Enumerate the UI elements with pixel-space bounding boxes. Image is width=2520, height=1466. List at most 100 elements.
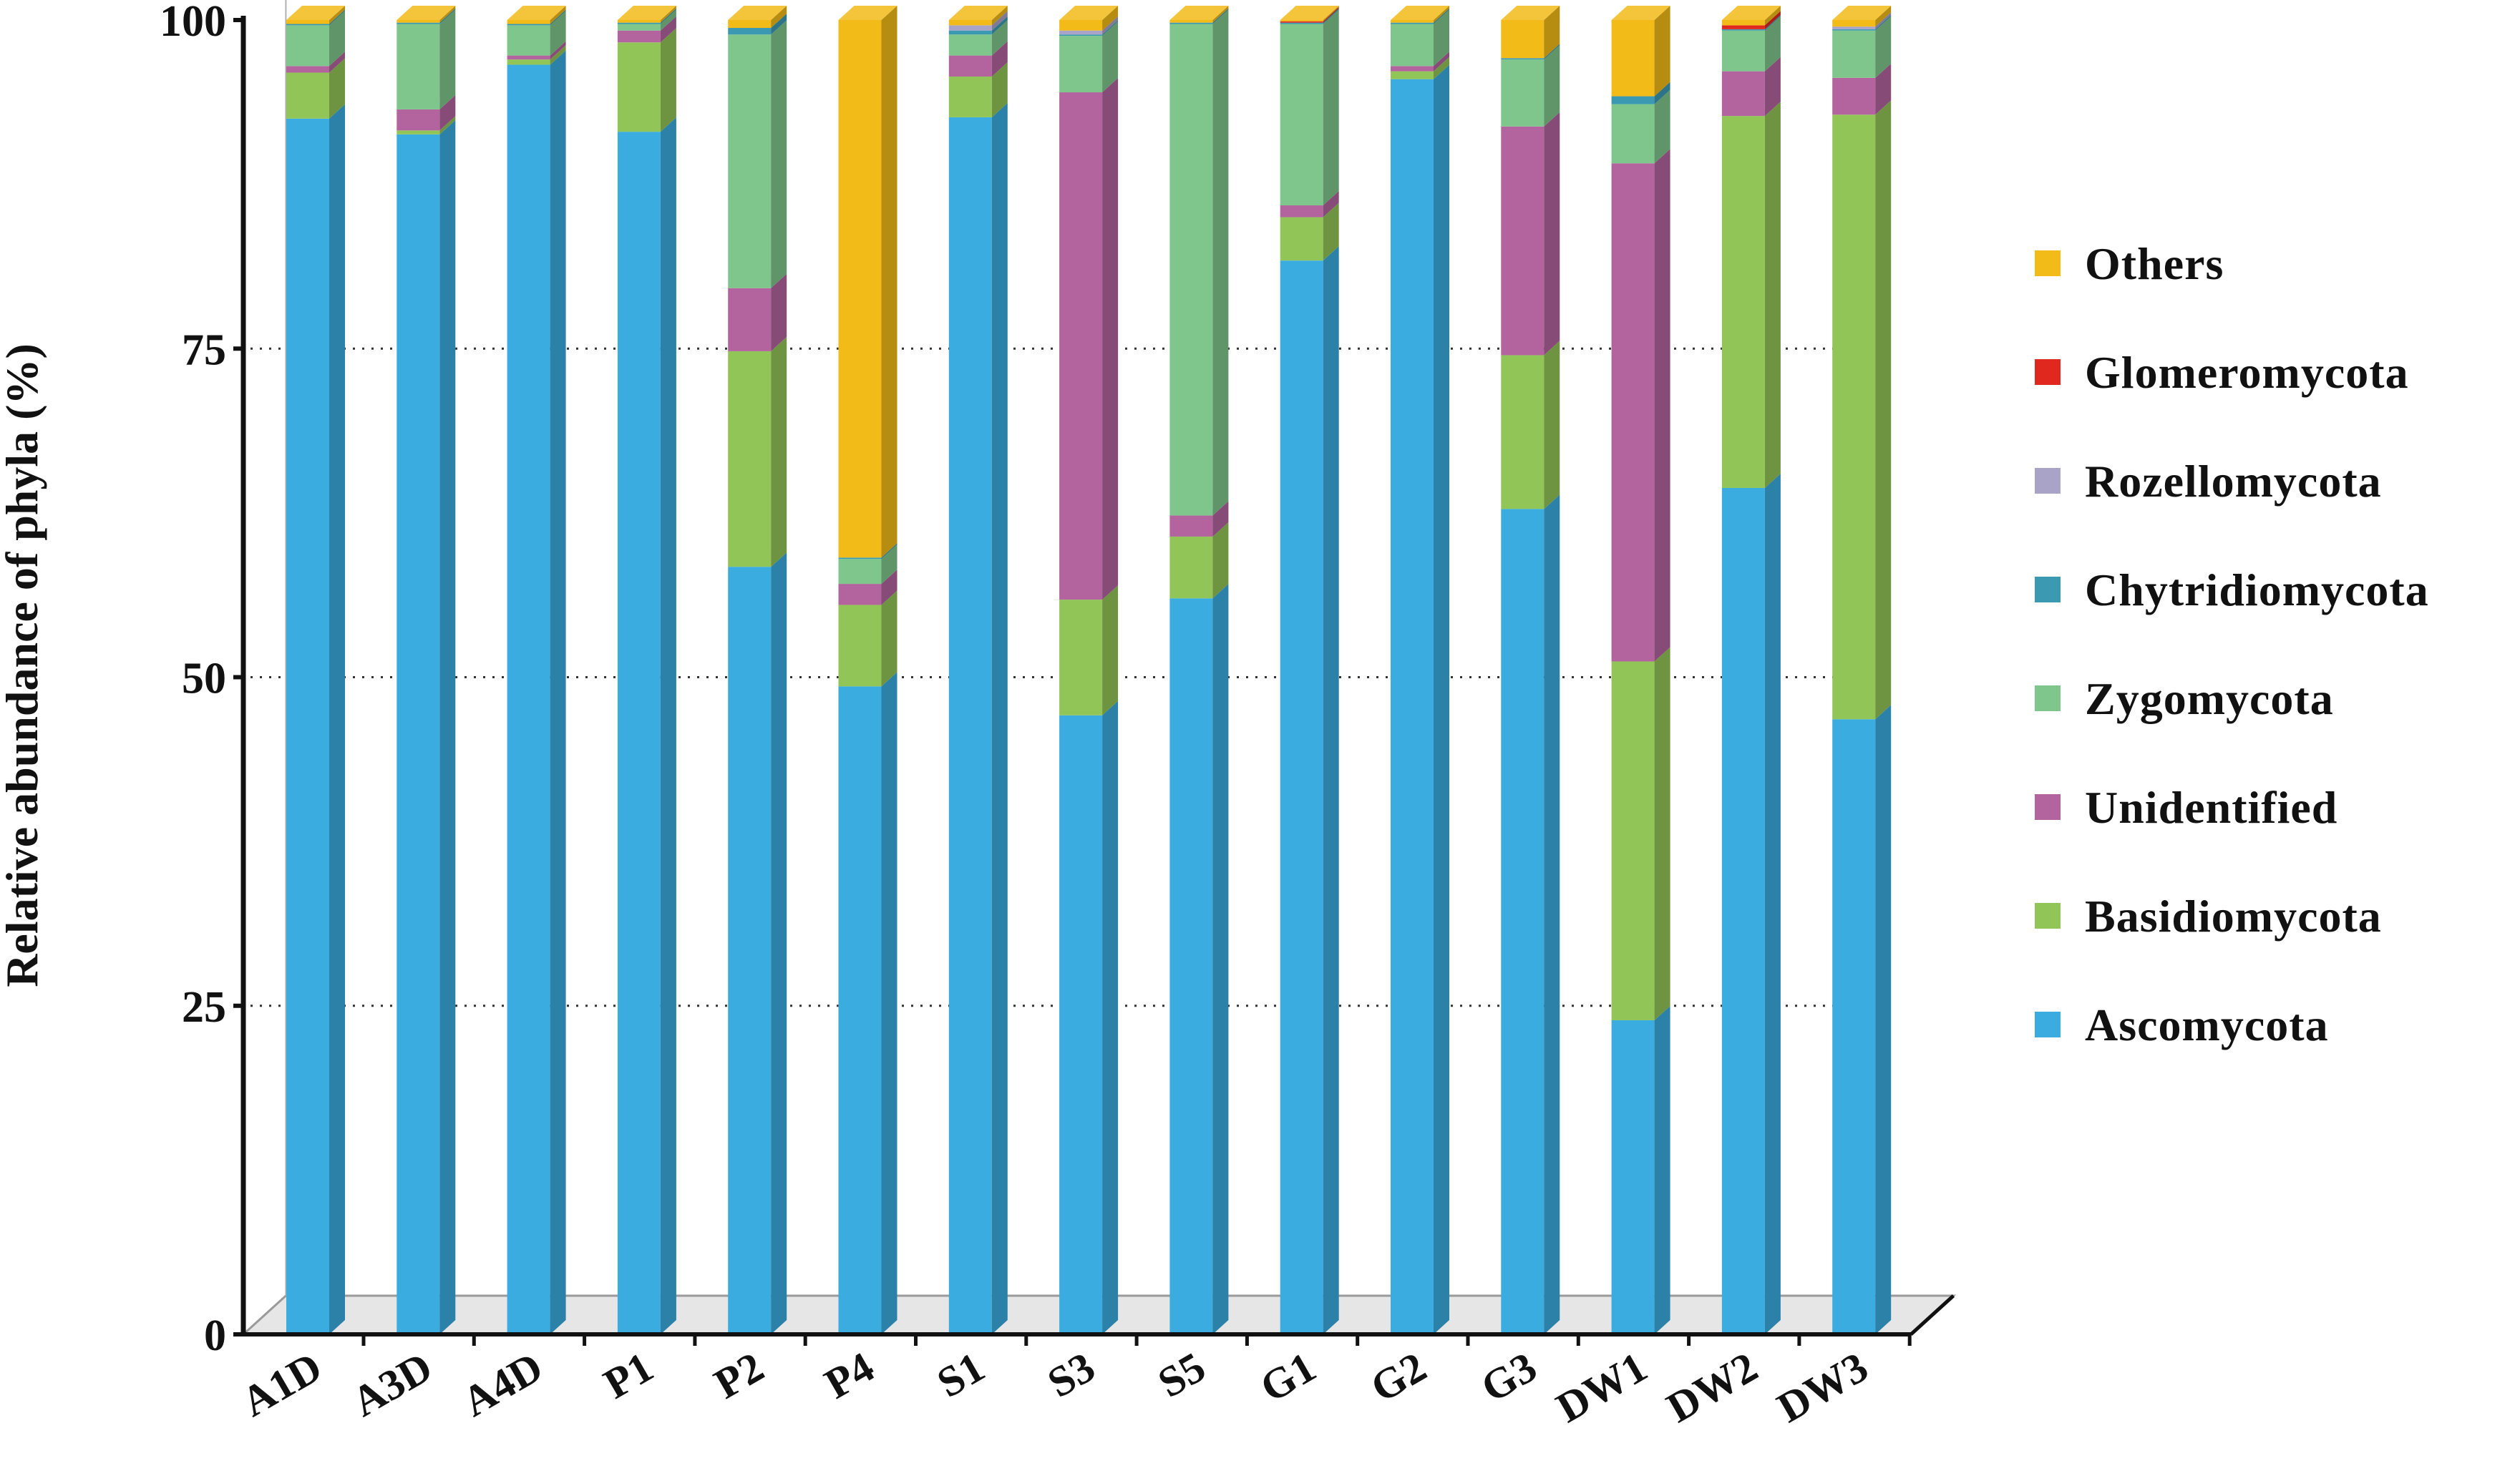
bar-front-face [1280, 22, 1323, 24]
bar-segment [1059, 21, 1119, 93]
bar-side-face [881, 672, 897, 1334]
bar-segment [397, 119, 456, 1335]
bar-side-face [881, 590, 897, 687]
bar-front-face [948, 30, 992, 35]
x-tick-label: S5 [1150, 1343, 1213, 1407]
bar-side-face [439, 6, 456, 23]
bar-side-face [991, 41, 1008, 77]
bar-segment [1169, 522, 1229, 599]
bar-segment [1832, 14, 1892, 31]
bar-side-face [1323, 8, 1339, 24]
bar-side-face [881, 6, 897, 558]
bar-segment [1721, 6, 1781, 26]
bar-segment [948, 41, 1008, 77]
bar-side-face [1434, 52, 1449, 72]
bar-segment [948, 62, 1008, 117]
bar-segment [617, 16, 676, 43]
bar-side-face [550, 11, 566, 56]
bar-segment [1280, 9, 1339, 206]
bar-side-face [550, 6, 566, 24]
bar-side-face [1654, 6, 1670, 97]
bar-segment [397, 116, 456, 135]
y-tick-label: 50 [182, 655, 226, 703]
bar-side-face [1323, 202, 1339, 261]
bar-segment [728, 14, 787, 35]
bar-segment [1059, 16, 1119, 35]
bar-top-face [1059, 6, 1119, 20]
bar-front-face [507, 55, 550, 60]
legend-item: Chytridiomycota [2035, 565, 2428, 615]
bar-front-face [1501, 126, 1544, 356]
x-tick-label: DW3 [1769, 1343, 1875, 1432]
bar-segment [1611, 6, 1670, 97]
bar-side-face [329, 52, 345, 73]
bar-top-face [1169, 6, 1229, 20]
x-tick-label: DW1 [1549, 1343, 1655, 1432]
bar-side-face [1434, 8, 1449, 24]
bar-side-face [1212, 8, 1229, 24]
bar-side-face [1102, 78, 1119, 600]
bar-segment [1832, 12, 1892, 29]
bar-front-face [1280, 205, 1323, 218]
bar-segment [1832, 63, 1892, 115]
bar-segment [728, 273, 787, 351]
bar-segment [617, 117, 676, 1334]
bar-top-face [948, 6, 1008, 20]
x-tick-label: G2 [1363, 1343, 1434, 1411]
bar-side-face [1764, 16, 1781, 72]
bar-segment [1721, 57, 1781, 117]
bar-segment [838, 590, 897, 687]
bar-side-face [1212, 522, 1229, 599]
legend-swatch [2035, 685, 2061, 711]
bar-segment [286, 104, 345, 1334]
legend-item: Unidentified [2035, 782, 2337, 833]
bar-front-face [507, 64, 550, 1334]
bar-front-face [286, 24, 329, 26]
bar-segment [1391, 52, 1449, 72]
bar-side-face [1544, 494, 1560, 1334]
bar-side-face [1102, 21, 1119, 93]
bar-top-face [1832, 6, 1892, 20]
bar-front-face [507, 25, 550, 56]
bar-front-face [1501, 59, 1544, 127]
x-tick-label: G1 [1252, 1343, 1323, 1411]
bar-front-face [1501, 58, 1544, 60]
bar-front-face [1721, 71, 1765, 117]
bar-front-face [1059, 715, 1103, 1334]
legend-item: Glomeromycota [2035, 347, 2408, 398]
bar-front-face [1059, 600, 1103, 715]
bar-front-face [948, 55, 992, 77]
bar-front-face [397, 20, 440, 23]
bar-side-face [550, 9, 566, 26]
bar-segment [1721, 11, 1781, 29]
bar-segment [1280, 6, 1339, 23]
bar-side-face [1323, 191, 1339, 218]
bar-front-face [1391, 24, 1434, 67]
bar-front-face [1611, 163, 1655, 662]
bar-front-face [1169, 515, 1213, 537]
bar-side-face [881, 543, 897, 559]
bar-segment [1169, 9, 1229, 516]
y-tick-label: 75 [182, 326, 226, 374]
bar-side-face [1323, 9, 1339, 206]
bar-front-face [1391, 79, 1434, 1334]
bar-front-face [1611, 20, 1655, 97]
bar-side-face [1212, 501, 1229, 537]
bar-front-face [397, 130, 440, 135]
bar-segment [1280, 246, 1339, 1334]
legend-item: Zygomycota [2035, 673, 2333, 724]
legend-swatch [2035, 250, 2061, 276]
bar-side-face [660, 9, 676, 31]
bar-segment [286, 9, 345, 26]
bar-segment [286, 52, 345, 73]
bar-segment [948, 20, 1008, 56]
bar-top-face [1721, 6, 1781, 20]
bar-side-face [1544, 341, 1560, 509]
bar-side-face [881, 544, 897, 585]
bar-front-face [948, 20, 992, 26]
bar-side-face [550, 45, 566, 65]
bar-front-face [1169, 22, 1213, 24]
bar-front-face [1059, 20, 1103, 31]
bar-front-face [1391, 22, 1434, 24]
